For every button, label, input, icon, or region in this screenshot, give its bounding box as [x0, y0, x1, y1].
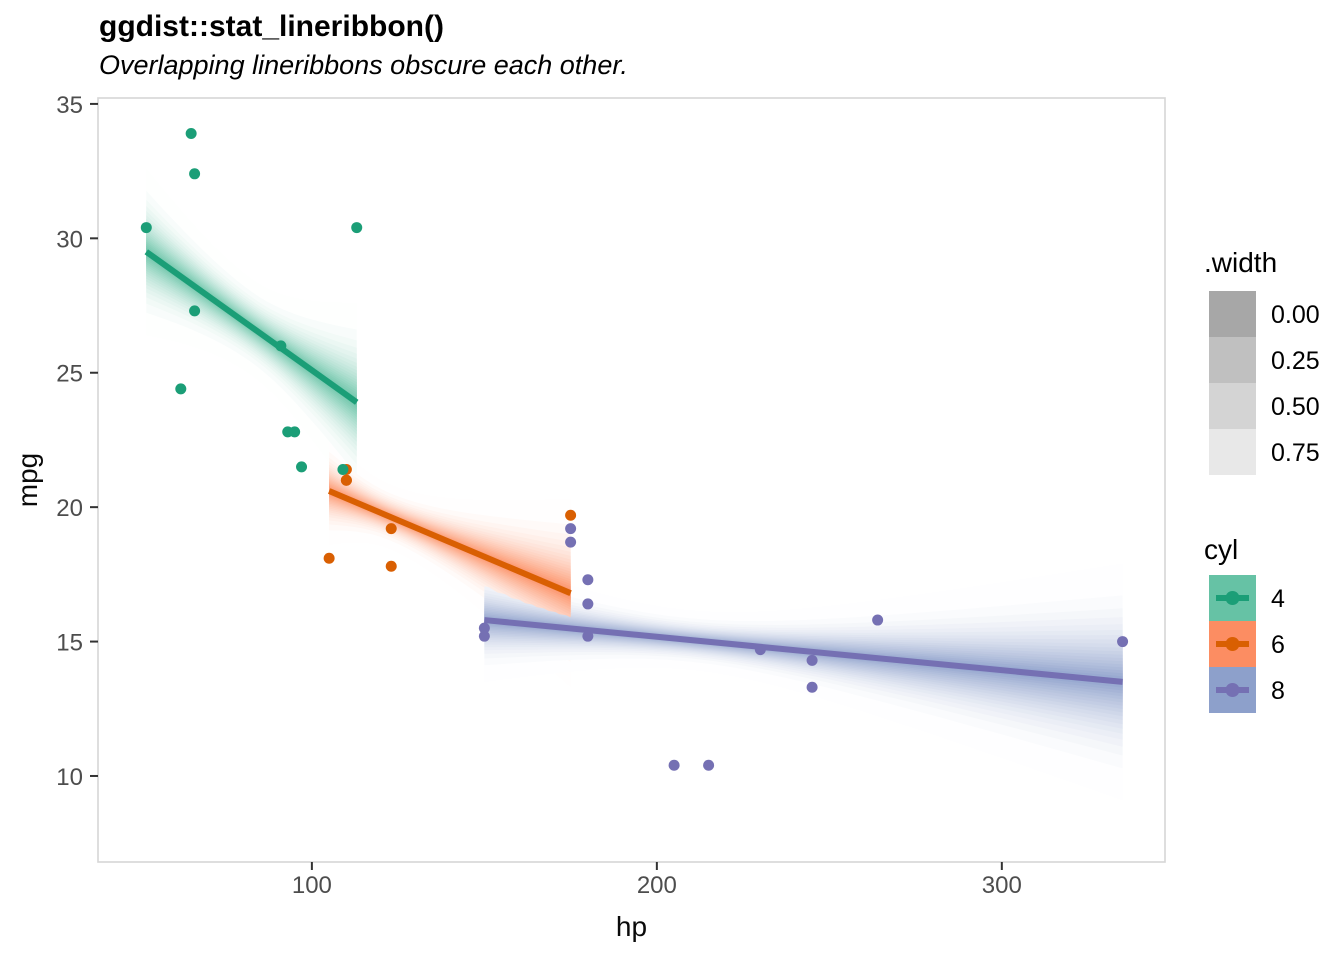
data-point-cyl-4 — [140, 222, 152, 234]
data-point-cyl-4 — [175, 383, 187, 395]
data-point-cyl-8 — [582, 630, 594, 642]
legend-key-point — [1225, 637, 1240, 651]
y-tick-label: 35 — [56, 92, 83, 119]
y-tick-label: 20 — [56, 495, 83, 522]
data-point-cyl-8 — [565, 523, 577, 535]
data-point-cyl-4 — [351, 222, 363, 234]
data-point-cyl-8 — [582, 598, 594, 610]
legend-key-point — [1225, 683, 1240, 697]
legend-cyl-key — [1209, 667, 1256, 713]
plot-subtitle: Overlapping lineribbons obscure each oth… — [99, 50, 628, 80]
data-point-cyl-8 — [478, 630, 490, 642]
legend-cyl-label: 8 — [1271, 677, 1285, 705]
legend-cyl-title: cyl — [1204, 534, 1238, 565]
trend-line-cyl-6 — [327, 488, 572, 596]
data-point-cyl-8 — [806, 654, 818, 666]
legend-cyl-label: 6 — [1271, 631, 1285, 659]
data-point-cyl-8 — [565, 536, 577, 548]
y-axis-title: mpg — [12, 452, 43, 508]
x-tick-label: 100 — [292, 872, 332, 899]
y-tick-label: 25 — [56, 361, 83, 388]
data-point-cyl-6 — [340, 474, 352, 486]
data-point-cyl-8 — [478, 622, 490, 634]
data-point-cyl-6 — [385, 560, 397, 572]
data-point-cyl-4 — [296, 461, 308, 473]
x-tick-label: 300 — [982, 872, 1022, 899]
legend-width-swatch — [1209, 291, 1256, 337]
legend-width-swatch — [1209, 429, 1256, 475]
data-point-cyl-8 — [668, 759, 680, 771]
data-point-cyl-8 — [582, 574, 594, 586]
y-tick-label: 10 — [56, 764, 83, 791]
legend-width-label: 0.25 — [1271, 347, 1320, 375]
legend-width-title: .width — [1204, 247, 1277, 278]
legend-width-label: 0.50 — [1271, 393, 1320, 421]
data-point-cyl-4 — [337, 464, 349, 476]
y-tick-label: 30 — [56, 226, 83, 253]
data-point-cyl-8 — [872, 614, 884, 626]
x-axis-title: hp — [615, 911, 648, 942]
data-point-cyl-4 — [189, 305, 201, 317]
data-point-cyl-8 — [754, 644, 766, 656]
data-point-cyl-6 — [323, 552, 335, 564]
legend-width-swatch — [1209, 337, 1256, 383]
legend-cyl-key — [1209, 621, 1256, 667]
plot-title: ggdist::stat_lineribbon() — [99, 10, 444, 43]
x-tick-label: 200 — [637, 872, 677, 899]
legend-cyl-label: 4 — [1271, 585, 1285, 613]
panel-border — [97, 97, 1166, 863]
data-point-cyl-8 — [703, 759, 715, 771]
legend-width-label: 0.00 — [1271, 301, 1320, 329]
legend-width-label: 0.75 — [1271, 439, 1320, 467]
data-point-cyl-8 — [806, 681, 818, 693]
data-point-cyl-4 — [289, 426, 301, 438]
y-tick-label: 15 — [56, 630, 83, 657]
data-point-cyl-6 — [385, 523, 397, 535]
trend-line-cyl-8 — [484, 617, 1123, 685]
data-point-cyl-4 — [185, 127, 197, 139]
legend-width-swatch — [1209, 383, 1256, 429]
data-point-cyl-8 — [1117, 636, 1129, 648]
data-point-cyl-4 — [189, 168, 201, 180]
data-point-cyl-4 — [275, 340, 287, 352]
data-point-cyl-6 — [565, 509, 577, 521]
legend-cyl-key — [1209, 575, 1256, 621]
legend-key-point — [1225, 591, 1240, 605]
trend-line-cyl-4 — [144, 249, 359, 405]
